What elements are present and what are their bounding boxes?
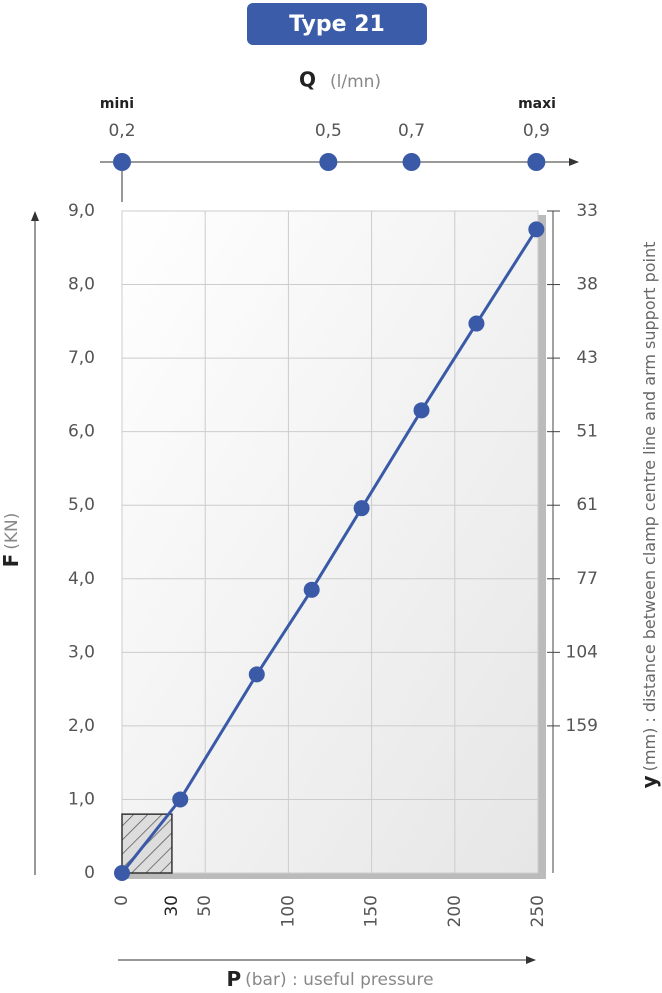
x2-label: Q xyxy=(299,68,316,92)
data-point xyxy=(303,581,320,598)
x-tick-label: 100 xyxy=(278,895,298,927)
chart-title: Type 21 xyxy=(289,12,385,37)
series-line xyxy=(120,228,538,874)
y2-tick-label: 77 xyxy=(576,569,598,589)
x2-marker xyxy=(527,153,546,171)
y-tick-label: 1,0 xyxy=(68,789,95,809)
y-tick-label: 4,0 xyxy=(68,569,95,589)
y-axis-title: F (KN) xyxy=(0,513,23,568)
x2-label-unit: (l/mn) xyxy=(330,72,381,92)
data-point xyxy=(248,666,265,683)
y2-axis-title: y (mm) : distance between clamp centre li… xyxy=(637,242,661,789)
y-tick-label: 9,0 xyxy=(68,201,95,221)
title-box xyxy=(247,3,427,45)
data-point xyxy=(353,500,370,517)
data-point xyxy=(468,315,485,332)
data-point xyxy=(172,791,189,808)
x-tick-label: 30 xyxy=(162,895,182,917)
data-point xyxy=(413,402,430,419)
x2-tick-label: 0,7 xyxy=(398,121,425,141)
y-tick-label: 8,0 xyxy=(68,275,95,295)
y-tick-label: 0 xyxy=(84,863,95,883)
plot-area xyxy=(121,210,539,874)
x-tick-label: 250 xyxy=(528,895,548,927)
x-tick-label: 50 xyxy=(195,895,215,917)
x-axis-title: P (bar) : useful pressure xyxy=(226,967,433,991)
x2-marker xyxy=(113,153,131,171)
y2-tick-label: 61 xyxy=(576,495,598,515)
y-label: F xyxy=(0,554,23,568)
y2-tick-label: 51 xyxy=(576,422,598,442)
x2-min-label: mini xyxy=(100,96,134,112)
y2-tick-label: 43 xyxy=(576,348,598,368)
data-point xyxy=(528,221,545,238)
y2-label: y xyxy=(637,775,661,788)
x2-max-label: maxi xyxy=(518,96,556,112)
x2-marker xyxy=(402,153,421,171)
y2-label-unit: (mm) : distance between clamp centre lin… xyxy=(640,242,659,772)
x2-marker xyxy=(319,153,338,171)
data-point xyxy=(114,865,130,881)
x-label-unit: (bar) : useful pressure xyxy=(245,970,433,990)
y-label-unit: (KN) xyxy=(2,513,22,550)
x-tick-label: 150 xyxy=(362,895,382,927)
x-label: P xyxy=(226,967,241,991)
y2-tick-label: 38 xyxy=(576,275,598,295)
x-tick-label: 200 xyxy=(445,895,465,927)
y-tick-label: 6,0 xyxy=(68,422,95,442)
y-tick-label: 2,0 xyxy=(68,716,95,736)
y-tick-label: 5,0 xyxy=(68,495,95,515)
x-tick-label: 0 xyxy=(112,895,132,906)
y-tick-label: 7,0 xyxy=(68,348,95,368)
y2-tick-label: 33 xyxy=(576,201,598,221)
y2-tick-label: 104 xyxy=(566,642,598,662)
y2-tick-label: 159 xyxy=(566,716,598,736)
x2-tick-label: 0,5 xyxy=(315,121,342,141)
y-tick-label: 3,0 xyxy=(68,642,95,662)
x2-tick-label: 0,2 xyxy=(108,121,135,141)
x2-tick-label: 0,9 xyxy=(523,121,550,141)
